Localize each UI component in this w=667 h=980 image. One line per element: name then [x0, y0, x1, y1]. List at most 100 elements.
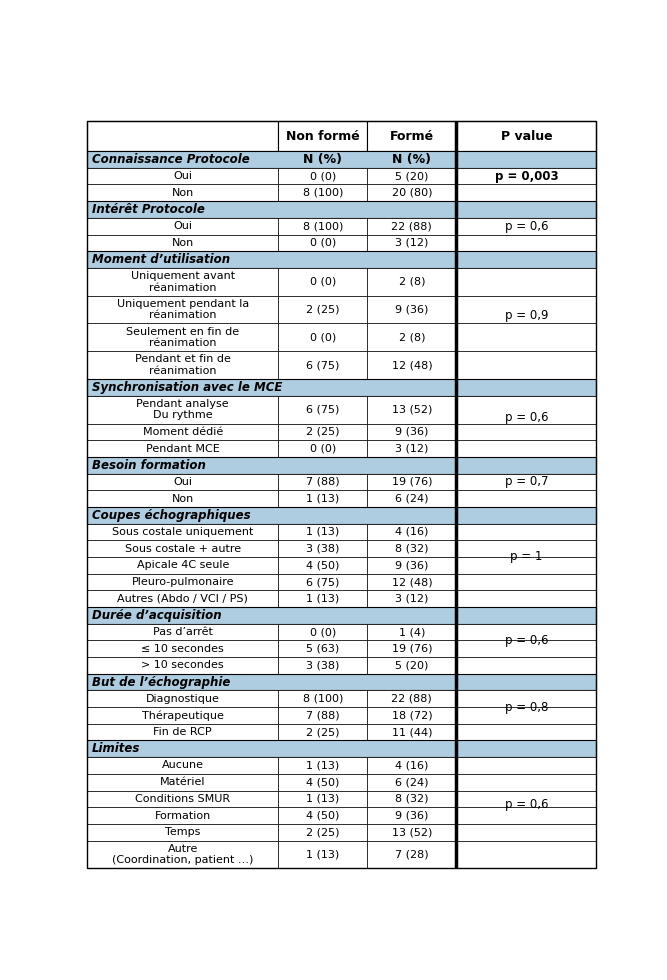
- Text: Pleuro-pulmonaire: Pleuro-pulmonaire: [131, 577, 234, 587]
- Text: 7 (28): 7 (28): [395, 850, 429, 859]
- Bar: [87, 396, 278, 423]
- Text: Uniquement pendant la
réanimation: Uniquement pendant la réanimation: [117, 299, 249, 320]
- Text: Pendant analyse
Du rythme: Pendant analyse Du rythme: [137, 399, 229, 420]
- Text: p = 0,8: p = 0,8: [505, 701, 548, 713]
- Bar: [368, 774, 456, 791]
- Text: 11 (44): 11 (44): [392, 727, 432, 737]
- Text: Aucune: Aucune: [161, 760, 203, 770]
- Text: 8 (100): 8 (100): [303, 694, 343, 704]
- Bar: [278, 268, 368, 296]
- Bar: [456, 457, 596, 473]
- Bar: [456, 218, 596, 234]
- Bar: [87, 708, 278, 724]
- Text: Apicale 4C seule: Apicale 4C seule: [137, 561, 229, 570]
- Bar: [456, 724, 596, 741]
- Text: 13 (52): 13 (52): [392, 405, 432, 415]
- Bar: [456, 708, 596, 724]
- Bar: [368, 623, 456, 640]
- Bar: [368, 184, 456, 201]
- Bar: [87, 523, 278, 540]
- Bar: [456, 774, 596, 791]
- Bar: [278, 590, 368, 607]
- Text: 2 (25): 2 (25): [306, 427, 340, 437]
- Text: 5 (63): 5 (63): [306, 644, 340, 654]
- Bar: [368, 824, 456, 841]
- Bar: [278, 396, 368, 423]
- Bar: [368, 540, 456, 557]
- Bar: [87, 490, 278, 507]
- Text: 8 (100): 8 (100): [303, 188, 343, 198]
- Text: Seulement en fin de
réanimation: Seulement en fin de réanimation: [126, 326, 239, 348]
- Text: 9 (36): 9 (36): [395, 427, 428, 437]
- Bar: [456, 673, 596, 691]
- Bar: [278, 234, 368, 251]
- Text: Diagnostique: Diagnostique: [146, 694, 219, 704]
- Text: 0 (0): 0 (0): [309, 238, 336, 248]
- Bar: [87, 557, 278, 573]
- Bar: [278, 423, 368, 440]
- Text: Non: Non: [171, 238, 194, 248]
- Text: 13 (52): 13 (52): [392, 827, 432, 837]
- Bar: [278, 724, 368, 741]
- Bar: [456, 507, 596, 523]
- Bar: [87, 457, 456, 473]
- Text: 20 (80): 20 (80): [392, 188, 432, 198]
- Bar: [368, 218, 456, 234]
- Bar: [368, 423, 456, 440]
- Bar: [87, 440, 278, 457]
- Bar: [87, 657, 278, 673]
- Text: N (%): N (%): [392, 153, 432, 166]
- Bar: [278, 540, 368, 557]
- Bar: [278, 774, 368, 791]
- Bar: [87, 573, 278, 590]
- Bar: [278, 122, 368, 151]
- Bar: [87, 251, 456, 268]
- Text: 3 (12): 3 (12): [395, 238, 428, 248]
- Text: Oui: Oui: [173, 221, 192, 231]
- Bar: [368, 808, 456, 824]
- Text: 4 (16): 4 (16): [395, 527, 428, 537]
- Text: p = 0,6: p = 0,6: [505, 798, 548, 810]
- Bar: [368, 351, 456, 379]
- Text: P value: P value: [501, 129, 552, 143]
- Text: 2 (25): 2 (25): [306, 727, 340, 737]
- Bar: [278, 573, 368, 590]
- Bar: [456, 379, 596, 396]
- Text: 6 (75): 6 (75): [306, 405, 340, 415]
- Bar: [368, 590, 456, 607]
- Bar: [87, 122, 278, 151]
- Bar: [87, 691, 278, 708]
- Text: 7 (88): 7 (88): [306, 710, 340, 720]
- Text: Connaissance Protocole: Connaissance Protocole: [92, 153, 249, 166]
- Text: 1 (13): 1 (13): [306, 494, 340, 504]
- Text: Formé: Formé: [390, 129, 434, 143]
- Bar: [456, 841, 596, 868]
- Text: Coupes échographiques: Coupes échographiques: [92, 509, 251, 521]
- Text: 2 (25): 2 (25): [306, 827, 340, 837]
- Bar: [456, 201, 596, 218]
- Text: Uniquement avant
réanimation: Uniquement avant réanimation: [131, 270, 235, 293]
- Text: 18 (72): 18 (72): [392, 710, 432, 720]
- Text: 0 (0): 0 (0): [309, 332, 336, 342]
- Bar: [278, 640, 368, 657]
- Bar: [368, 396, 456, 423]
- Text: 4 (16): 4 (16): [395, 760, 428, 770]
- Bar: [456, 184, 596, 201]
- Bar: [456, 590, 596, 607]
- Bar: [87, 423, 278, 440]
- Text: > 10 secondes: > 10 secondes: [141, 661, 224, 670]
- Text: 2 (8): 2 (8): [399, 276, 425, 287]
- Bar: [456, 540, 596, 557]
- Bar: [278, 523, 368, 540]
- Bar: [368, 573, 456, 590]
- Bar: [87, 507, 456, 523]
- Bar: [456, 607, 596, 623]
- Text: Pas d’arrêt: Pas d’arrêt: [153, 627, 213, 637]
- Bar: [87, 724, 278, 741]
- Bar: [87, 379, 456, 396]
- Text: 8 (32): 8 (32): [395, 544, 429, 554]
- Bar: [456, 490, 596, 507]
- Bar: [87, 774, 278, 791]
- Text: Conditions SMUR: Conditions SMUR: [135, 794, 230, 804]
- Bar: [87, 841, 278, 868]
